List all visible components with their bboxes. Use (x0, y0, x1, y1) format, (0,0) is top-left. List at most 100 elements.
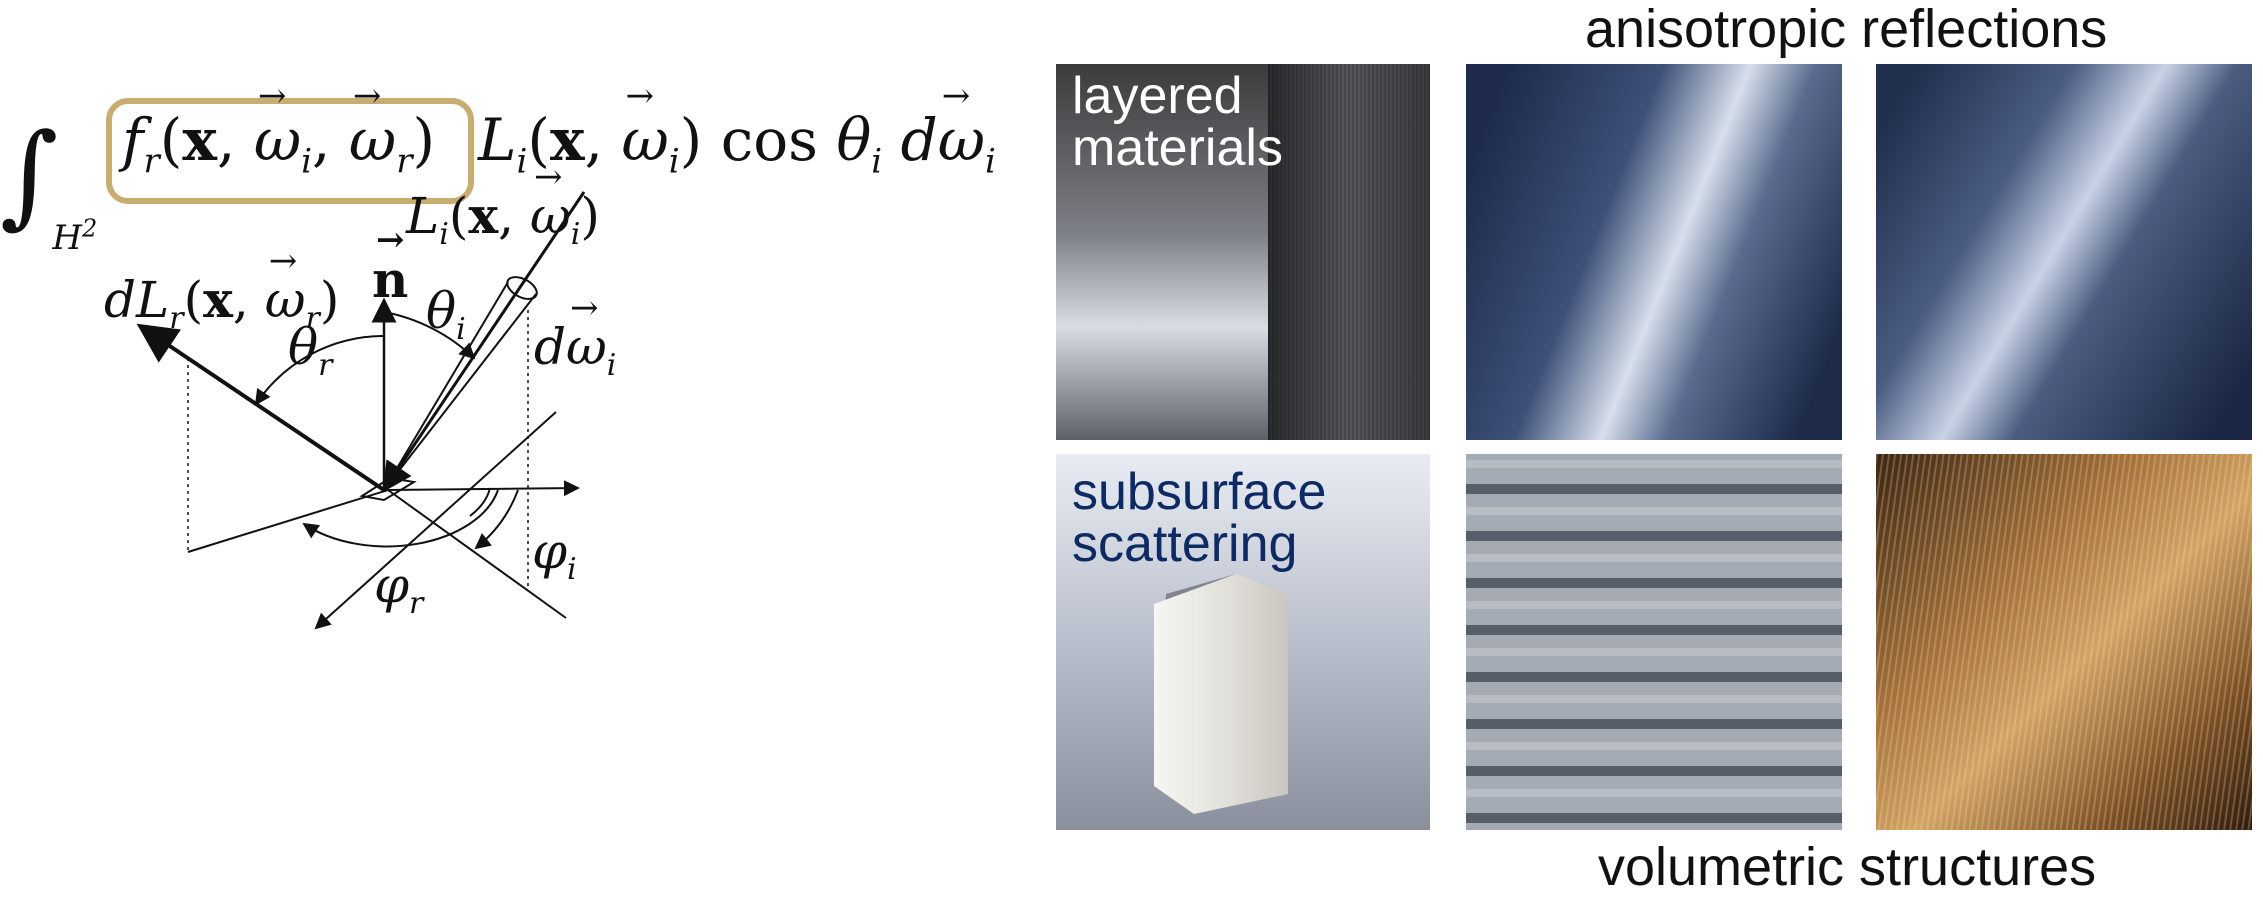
phi-r-arc (302, 489, 499, 548)
theta-i-label: θi (426, 282, 466, 347)
fabric-image (1466, 454, 1842, 830)
phi-i-arc (474, 489, 519, 550)
brdf-omega-i-sub: i (301, 141, 313, 182)
horizon-line-left (187, 489, 389, 553)
ref-close: ) (319, 271, 340, 329)
radiance-omega-sub: i (668, 141, 680, 182)
phi-r-sub: r (409, 586, 424, 621)
inc-close: ) (580, 187, 600, 245)
y-axis (314, 411, 557, 630)
domega-sub-i: i (606, 348, 617, 383)
radiance-L: L (478, 106, 517, 174)
theta-r-sub: r (318, 348, 333, 383)
brdf-omega-r: ω (349, 76, 396, 174)
brdf-close: ) (412, 106, 436, 174)
subsurface-scattering-text: subsurface scattering (1072, 463, 1327, 573)
d-symbol: d (900, 106, 938, 174)
phi-r-arc-2 (469, 487, 491, 517)
brdf-open: ( (159, 106, 183, 174)
inc-omega: ω (530, 157, 571, 245)
cos-word: cos (720, 106, 818, 174)
brdf-f: f (122, 106, 144, 174)
surface-patch (359, 476, 417, 502)
ref-open: ( (183, 271, 204, 329)
theta-i-sym: θ (426, 282, 457, 340)
theta-symbol: θ (836, 106, 872, 174)
inc-omega-sub: i (570, 217, 581, 252)
theta-r-label: θr (288, 318, 332, 383)
phi-i-label: φi (532, 522, 577, 587)
inc-x: x (468, 186, 499, 245)
tile-hair (1876, 454, 2252, 830)
anisotropic-metal-image-1 (1466, 64, 1842, 440)
normal-n: n (372, 220, 408, 309)
brdf-highlight-box (106, 98, 474, 204)
brdf-comma2: , (312, 106, 331, 174)
brdf-omega-i: ω (254, 76, 301, 174)
anisotropic-metal-image-2 (1876, 64, 2252, 440)
cone-edge-2 (383, 293, 537, 491)
ref-comma: , (232, 271, 249, 329)
rendering-equation: ∫H2 (0, 88, 103, 258)
domain-H: H (52, 218, 83, 258)
domega-i-label: dωi (534, 288, 617, 383)
ref-x: x (203, 270, 233, 329)
ref-d: d (104, 271, 137, 329)
tile-anisotropic-1 (1466, 64, 1842, 440)
brdf-x: x (182, 106, 217, 174)
brdf-term: fr(x, ωi, ωr) (122, 76, 436, 182)
normal-label: n (372, 220, 408, 309)
incident-radiance-label: Li(x, ωi) (406, 157, 600, 252)
ref-L: L (136, 271, 170, 329)
inc-comma: , (498, 187, 515, 245)
domega-sub: i (985, 141, 996, 182)
tile-layered-materials: layered materials (1056, 64, 1430, 440)
reflected-radiance-label: dLr(x, ωr) (104, 241, 340, 336)
ref-omega-sub: r (305, 301, 320, 336)
volumetric-structures-title: volumetric structures (1598, 837, 2097, 897)
radiance-comma: , (584, 106, 604, 174)
phi-r-sym: φ (374, 556, 410, 614)
phi-i-sym: φ (532, 522, 568, 580)
ref-omega: ω (265, 241, 306, 329)
hair-image (1876, 454, 2252, 830)
inc-open: ( (448, 187, 469, 245)
inc-L: L (406, 187, 440, 245)
inc-sub: i (439, 217, 449, 252)
cone-edge-1 (383, 281, 509, 491)
cone-ellipse (506, 276, 538, 300)
integral-sign: ∫ (0, 110, 59, 240)
anisotropic-reflections-title: anisotropic reflections (1585, 0, 2108, 59)
theta-i-sub: i (456, 312, 466, 347)
phi-i-sub: i (567, 552, 577, 587)
reflected-ray (136, 323, 386, 492)
domega-sym: ω (566, 288, 607, 376)
tile-fabric (1466, 454, 1842, 830)
radiance-sub: i (516, 141, 528, 182)
phi-r-label: φr (374, 556, 423, 621)
subsurface-scattering-image (1056, 454, 1430, 830)
layered-materials-text: layered materials (1072, 67, 1283, 177)
subsurface-scattering-label: subsurface scattering (1072, 466, 1326, 570)
tile-anisotropic-2 (1876, 64, 2252, 440)
ref-sub: r (169, 301, 184, 336)
domega-symbol: ω (938, 76, 985, 174)
brdf-omega-r-sub: r (396, 141, 413, 182)
theta-r-arc (254, 334, 385, 406)
x-axis (387, 480, 580, 497)
horizon-line-right (387, 489, 567, 619)
brdf-geometry-diagram (136, 191, 586, 630)
radiance-close: ) (679, 106, 703, 174)
domain-sup: 2 (82, 214, 98, 243)
integral-domain: H2 (52, 214, 98, 258)
theta-r-sym: θ (288, 318, 319, 376)
radiance-omega: ω (622, 76, 669, 174)
theta-sub: i (871, 141, 883, 182)
brdf-sub: r (143, 141, 160, 182)
brdf-comma1: , (216, 106, 236, 174)
domega-d: d (534, 318, 567, 376)
layered-materials-image (1056, 64, 1430, 440)
theta-i-arc (383, 311, 476, 360)
tile-subsurface-scattering: subsurface scattering (1056, 454, 1430, 830)
layered-materials-label: layered materials (1072, 70, 1283, 174)
